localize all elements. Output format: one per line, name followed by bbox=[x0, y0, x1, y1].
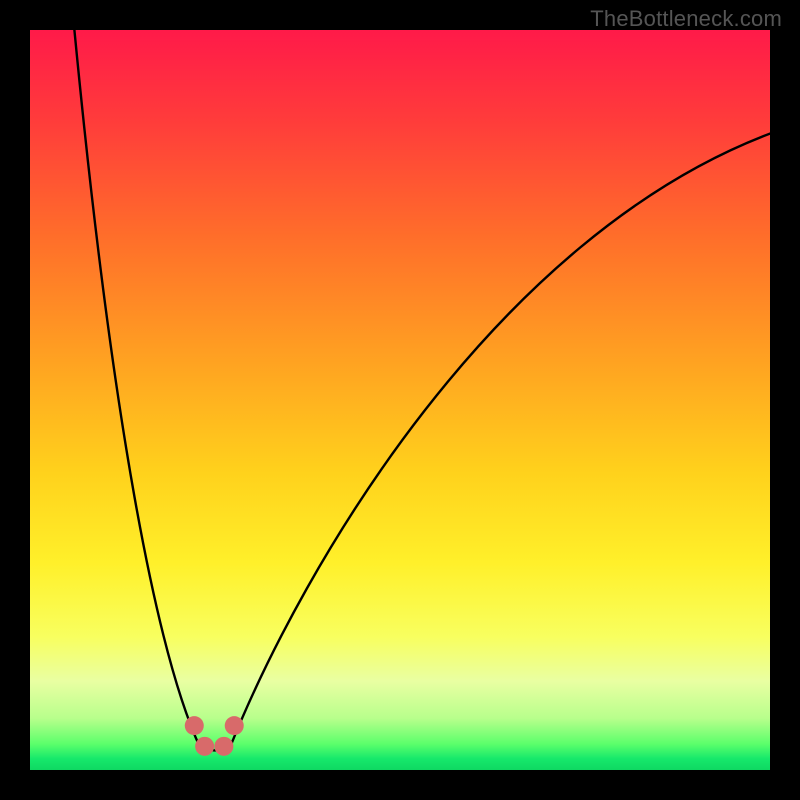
watermark-text: TheBottleneck.com bbox=[590, 6, 782, 32]
plot-area bbox=[30, 30, 770, 770]
valley-marker bbox=[214, 737, 233, 756]
valley-marker bbox=[195, 737, 214, 756]
chart-container: TheBottleneck.com bbox=[0, 0, 800, 800]
gradient-background bbox=[30, 30, 770, 770]
valley-marker bbox=[225, 716, 244, 735]
valley-marker bbox=[185, 716, 204, 735]
